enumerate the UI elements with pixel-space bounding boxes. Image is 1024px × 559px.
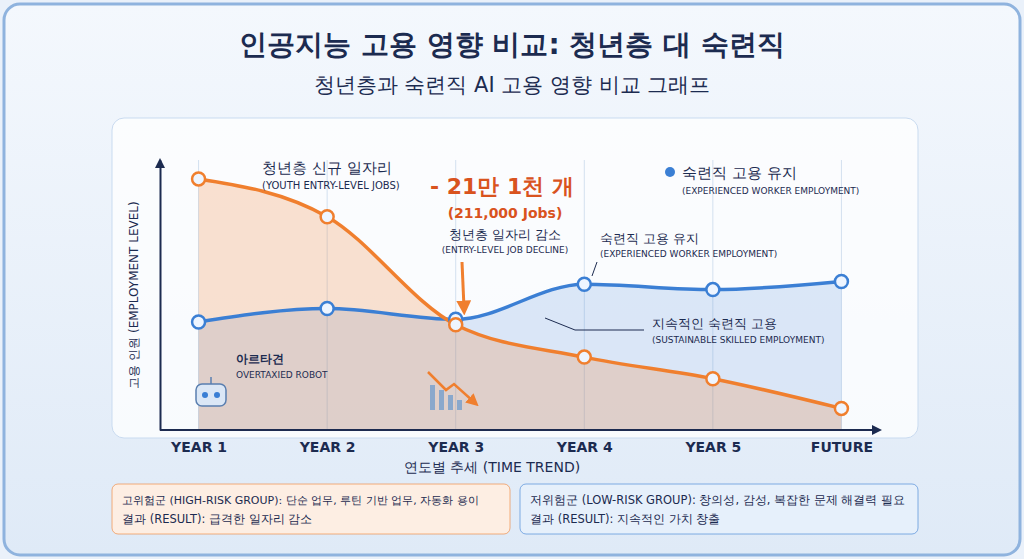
- x-tick-label: YEAR 1: [170, 439, 227, 455]
- x-tick: YEAR 3: [427, 430, 484, 455]
- line-0: [199, 179, 842, 409]
- robot-part: [214, 392, 220, 398]
- series-label: 숙련직 고용 유지: [682, 164, 797, 182]
- callout-value: - 21만 1천 개: [430, 174, 574, 199]
- annotation: (SUSTAINABLE SKILLED EMPLOYMENT): [652, 335, 824, 345]
- marker: [192, 316, 205, 329]
- annotation: 청년층 일자리 감소: [449, 227, 561, 242]
- annotation: OVERTAXIED ROBOT: [236, 370, 328, 380]
- risk-result: 결과 (RESULT): 지속적인 가치 창출: [530, 512, 720, 526]
- annotation: (ENTRY-LEVEL JOB DECLINE): [442, 245, 568, 255]
- marker: [321, 302, 334, 315]
- marker: [578, 278, 591, 291]
- title: 인공지능 고용 영향 비교: 청년층 대 숙련직: [239, 28, 785, 61]
- trend-icon-part: [428, 372, 474, 402]
- risk-box: [112, 484, 510, 534]
- annotation: (YOUTH ENTRY-LEVEL JOBS): [262, 180, 400, 191]
- x-axis: YEAR 1 YEAR 2 YEAR 3 YEAR 4 YEAR 5 FUTURE: [160, 430, 880, 455]
- trend-icon-part: [448, 395, 453, 410]
- background: [4, 4, 1020, 555]
- y-axis-line: [160, 161, 162, 431]
- marker: [321, 210, 334, 223]
- grid: [199, 160, 842, 430]
- x-tick: YEAR 5: [684, 430, 741, 455]
- x-tick: YEAR 2: [299, 430, 356, 455]
- plot-panel: [112, 118, 918, 438]
- marker: [578, 351, 591, 364]
- annotations: 청년층 신규 일자리 (YOUTH ENTRY-LEVEL JOBS) 숙련직 고용…: [236, 159, 859, 380]
- marker: [192, 172, 205, 185]
- robot-icon: [196, 377, 226, 406]
- subtitle: 청년층과 숙련직 AI 고용 영향 비교 그래프: [314, 73, 711, 97]
- marker: [835, 275, 848, 288]
- x-tick-label: YEAR 3: [427, 439, 484, 455]
- y-axis-title: 고용 인원 (EMPLOYMENT LEVEL): [127, 201, 141, 388]
- legend-dot: [665, 167, 675, 177]
- robot-part: [196, 384, 226, 406]
- y-axis: [160, 161, 161, 431]
- marker: [835, 402, 848, 415]
- risk-result: 결과 (RESULT): 급격한 일자리 감소: [122, 512, 312, 526]
- robot-part: [202, 392, 208, 398]
- risk-boxes: 고위험군 (HIGH-RISK GROUP): 단순 업무, 루틴 기반 업무,…: [112, 484, 918, 534]
- callout-arrow: [462, 262, 464, 308]
- callout-sub: (211,000 Jobs): [448, 205, 563, 221]
- risk-description: 고위험군 (HIGH-RISK GROUP): 단순 업무, 루틴 기반 업무,…: [122, 494, 479, 507]
- trend-icon-part: [439, 390, 444, 410]
- x-tick: YEAR 1: [170, 430, 227, 455]
- trend-icon-part: [430, 385, 435, 410]
- x-axis-title: 연도별 추세 (TIME TREND): [404, 459, 580, 475]
- annotation: (EXPERIENCED WORKER EMPLOYMENT): [682, 186, 859, 196]
- x-tick-label: YEAR 2: [299, 439, 356, 455]
- annotation: 아르타견: [236, 352, 284, 366]
- trend-icon: [428, 372, 474, 410]
- risk-box: [520, 484, 918, 534]
- annotation: 지속적인 숙련직 고용: [652, 316, 777, 331]
- area-0: [199, 179, 842, 430]
- plot-area: [192, 172, 848, 430]
- x-tick-label: FUTURE: [811, 439, 873, 455]
- annotation: (EXPERIENCED WORKER EMPLOYMENT): [600, 249, 777, 259]
- risk-description: 저위험군 (LOW-RISK GROUP): 창의성, 감성, 복잡한 문제 해…: [530, 493, 905, 507]
- leader-line: [592, 262, 597, 276]
- x-tick: FUTURE: [811, 430, 873, 455]
- x-axis-line: [160, 429, 880, 431]
- series-label: 청년층 신규 일자리: [262, 159, 392, 177]
- trend-icon-part: [457, 400, 462, 410]
- leader-line: [545, 318, 644, 330]
- x-tick: YEAR 4: [556, 430, 613, 455]
- axis-arrow: [872, 425, 882, 435]
- x-tick-label: YEAR 4: [556, 439, 613, 455]
- x-tick-label: YEAR 5: [684, 439, 741, 455]
- marker: [706, 372, 719, 385]
- marker: [449, 318, 462, 331]
- annotation: 숙련직 고용 유지: [600, 231, 699, 246]
- axis-arrow: [155, 158, 165, 168]
- marker: [706, 283, 719, 296]
- robot-part: [210, 377, 212, 384]
